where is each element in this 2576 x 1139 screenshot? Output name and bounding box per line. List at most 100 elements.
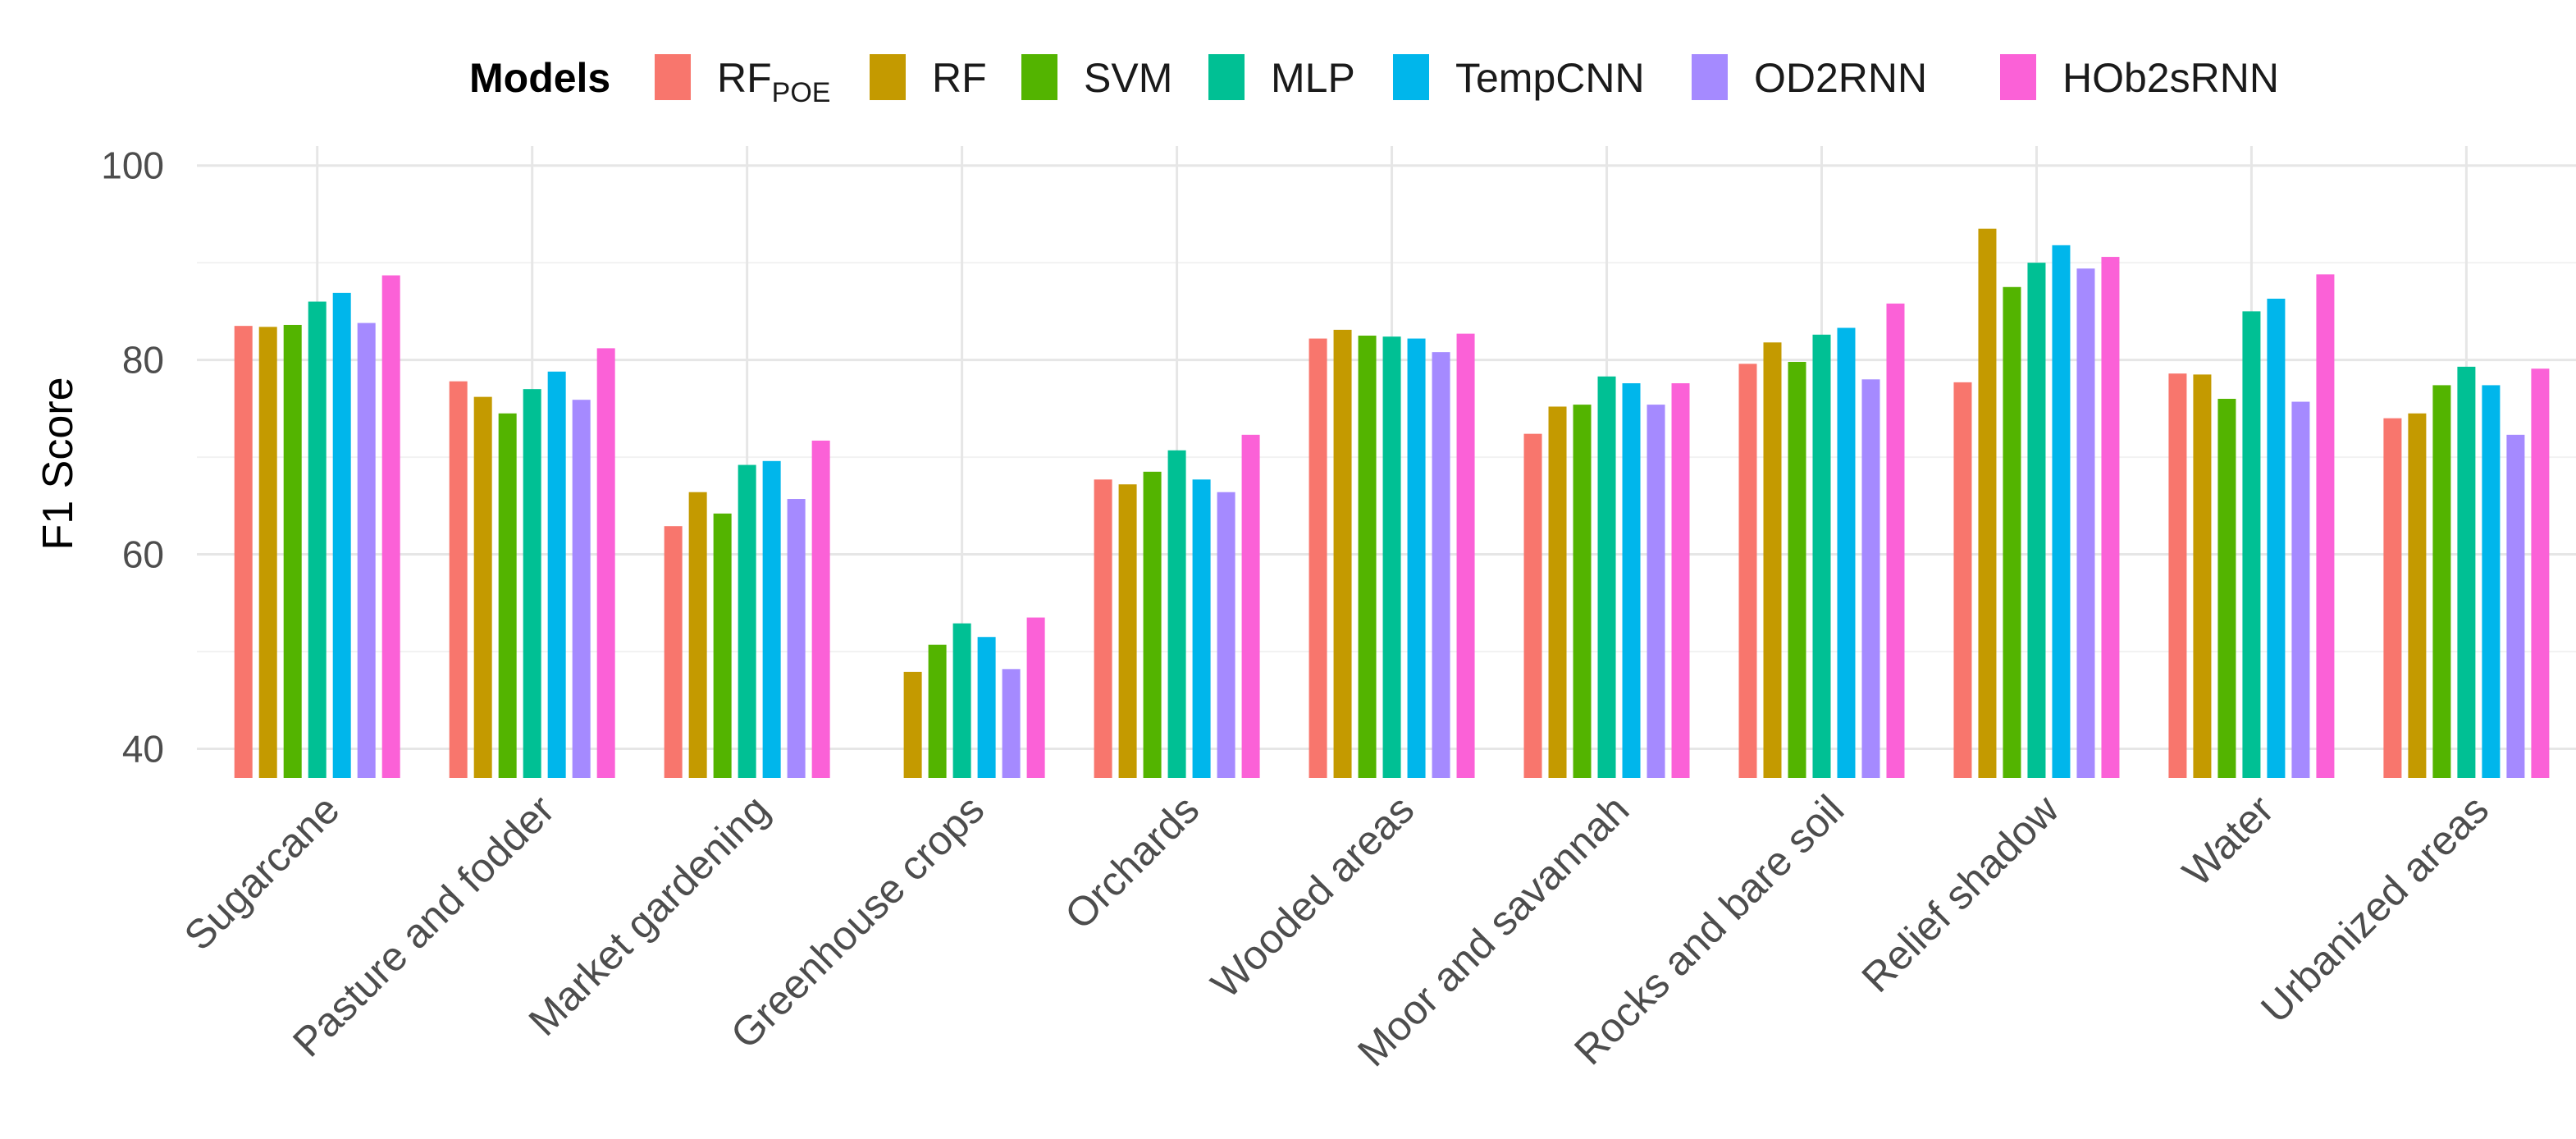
bar-od2rnn-sugarcane bbox=[357, 322, 376, 779]
y-tick-label: 100 bbox=[101, 144, 164, 187]
bar-rf-urbanized-areas bbox=[2408, 413, 2427, 778]
bars bbox=[234, 228, 2550, 779]
legend[interactable]: Models RFPOE RF SVM MLP TempCNN OD2RNN HOb2sRNN bbox=[469, 54, 2279, 108]
legend-item-rf-poe[interactable]: RFPOE bbox=[655, 54, 830, 108]
bar-svm-pasture-and-fodder bbox=[498, 413, 517, 778]
legend-item-hob2srnn[interactable]: HOb2sRNN bbox=[2000, 54, 2279, 101]
legend-swatch bbox=[2000, 54, 2036, 100]
bar-rf-relief-shadow bbox=[1978, 228, 1997, 778]
bar-mlp-urbanized-areas bbox=[2457, 366, 2476, 778]
bar-tempcnn-urbanized-areas bbox=[2482, 385, 2501, 778]
legend-label: SVM bbox=[1084, 55, 1172, 101]
bar-od2rnn-urbanized-areas bbox=[2506, 434, 2525, 778]
y-tick-label: 80 bbox=[122, 339, 164, 382]
bar-mlp-relief-shadow bbox=[2027, 263, 2046, 779]
legend-title: Models bbox=[469, 55, 610, 101]
legend-item-tempcnn[interactable]: TempCNN bbox=[1393, 54, 1645, 101]
bar-svm-sugarcane bbox=[283, 324, 302, 778]
legend-item-rf[interactable]: RF bbox=[870, 54, 987, 101]
bar-tempcnn-water bbox=[2267, 298, 2286, 778]
bar-rf-poe-rocks-and-bare-soil bbox=[1738, 364, 1757, 778]
bar-rf-market-gardening bbox=[688, 492, 707, 778]
bar-mlp-wooded-areas bbox=[1382, 336, 1401, 779]
bar-rf-poe-orchards bbox=[1094, 479, 1112, 778]
bar-od2rnn-moor-and-savannah bbox=[1647, 405, 1665, 778]
bar-rf-poe-urbanized-areas bbox=[2383, 418, 2402, 778]
bar-rf-poe-wooded-areas bbox=[1309, 338, 1327, 778]
bar-rf-greenhouse-crops bbox=[903, 671, 922, 778]
bar-rf-water bbox=[2193, 374, 2212, 778]
bar-rf-pasture-and-fodder bbox=[473, 396, 492, 778]
bar-hob2srnn-wooded-areas bbox=[1456, 333, 1475, 779]
bar-rf-poe-pasture-and-fodder bbox=[449, 381, 468, 778]
bar-rf-poe-sugarcane bbox=[234, 326, 253, 779]
bar-od2rnn-rocks-and-bare-soil bbox=[1861, 379, 1880, 778]
bar-od2rnn-pasture-and-fodder bbox=[572, 400, 591, 778]
bar-rf-orchards bbox=[1118, 484, 1137, 778]
bar-hob2srnn-urbanized-areas bbox=[2531, 368, 2550, 778]
bar-mlp-sugarcane bbox=[308, 301, 327, 778]
bar-svm-water bbox=[2217, 399, 2236, 778]
bar-svm-wooded-areas bbox=[1358, 336, 1377, 778]
legend-swatch bbox=[1393, 54, 1429, 100]
bar-mlp-rocks-and-bare-soil bbox=[1812, 334, 1831, 778]
bar-rf-poe-relief-shadow bbox=[1953, 382, 1972, 778]
bar-mlp-pasture-and-fodder bbox=[523, 389, 541, 778]
bar-hob2srnn-sugarcane bbox=[381, 275, 400, 778]
bar-tempcnn-relief-shadow bbox=[2052, 245, 2071, 778]
legend-item-mlp[interactable]: MLP bbox=[1208, 54, 1355, 101]
legend-label: HOb2sRNN bbox=[2062, 55, 2279, 101]
y-axis-title: F1 Score bbox=[34, 377, 82, 551]
bar-svm-rocks-and-bare-soil bbox=[1788, 361, 1806, 778]
bar-svm-urbanized-areas bbox=[2432, 385, 2451, 778]
bar-tempcnn-pasture-and-fodder bbox=[547, 371, 566, 778]
bar-od2rnn-relief-shadow bbox=[2076, 268, 2095, 778]
bar-tempcnn-sugarcane bbox=[332, 292, 351, 778]
legend-label-subscript: POE bbox=[772, 77, 831, 108]
bar-svm-orchards bbox=[1143, 471, 1162, 778]
y-tick-label: 40 bbox=[122, 727, 164, 770]
bar-rf-poe-moor-and-savannah bbox=[1523, 433, 1542, 778]
bar-svm-relief-shadow bbox=[2003, 286, 2021, 778]
bar-hob2srnn-greenhouse-crops bbox=[1026, 617, 1045, 778]
bar-mlp-moor-and-savannah bbox=[1597, 376, 1616, 778]
bar-tempcnn-greenhouse-crops bbox=[977, 637, 996, 778]
bar-hob2srnn-water bbox=[2316, 274, 2335, 778]
bar-rf-wooded-areas bbox=[1333, 329, 1352, 778]
bar-od2rnn-wooded-areas bbox=[1432, 352, 1450, 779]
bar-svm-market-gardening bbox=[713, 513, 732, 778]
legend-item-od2rnn[interactable]: OD2RNN bbox=[1692, 54, 1927, 101]
legend-label: RF bbox=[932, 55, 987, 101]
legend-swatch bbox=[1021, 54, 1057, 100]
bar-svm-moor-and-savannah bbox=[1573, 405, 1592, 778]
bar-hob2srnn-pasture-and-fodder bbox=[596, 348, 615, 778]
legend-swatch bbox=[1208, 54, 1245, 100]
bar-hob2srnn-moor-and-savannah bbox=[1671, 383, 1690, 778]
legend-label: TempCNN bbox=[1455, 55, 1645, 101]
legend-label: OD2RNN bbox=[1754, 55, 1927, 101]
legend-label: MLP bbox=[1271, 55, 1355, 101]
legend-item-svm[interactable]: SVM bbox=[1021, 54, 1172, 101]
bar-tempcnn-rocks-and-bare-soil bbox=[1837, 327, 1856, 778]
bar-tempcnn-orchards bbox=[1192, 479, 1211, 778]
bar-hob2srnn-relief-shadow bbox=[2101, 257, 2120, 778]
bar-od2rnn-orchards bbox=[1217, 492, 1235, 778]
bar-od2rnn-market-gardening bbox=[787, 499, 806, 778]
bar-rf-rocks-and-bare-soil bbox=[1763, 342, 1782, 778]
bar-hob2srnn-rocks-and-bare-soil bbox=[1886, 303, 1905, 778]
bar-hob2srnn-orchards bbox=[1241, 434, 1260, 778]
bar-tempcnn-moor-and-savannah bbox=[1622, 383, 1641, 778]
bar-rf-poe-water bbox=[2168, 373, 2187, 778]
bar-mlp-greenhouse-crops bbox=[952, 623, 971, 778]
legend-swatch bbox=[655, 54, 691, 100]
bar-rf-sugarcane bbox=[258, 327, 277, 778]
bar-mlp-market-gardening bbox=[738, 464, 756, 778]
legend-swatch bbox=[870, 54, 906, 100]
bar-rf-moor-and-savannah bbox=[1548, 406, 1567, 778]
y-axis: 40 60 80 100 bbox=[101, 144, 164, 771]
bar-hob2srnn-market-gardening bbox=[811, 440, 830, 778]
bar-rf-poe-market-gardening bbox=[664, 526, 683, 778]
bar-tempcnn-wooded-areas bbox=[1407, 338, 1426, 778]
